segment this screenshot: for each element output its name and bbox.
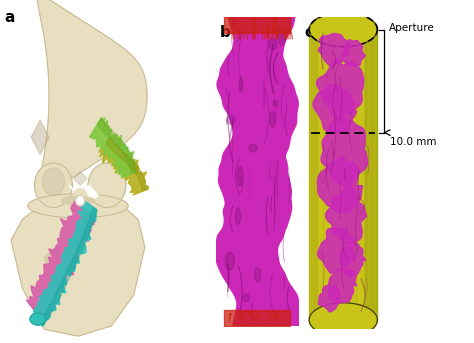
Ellipse shape [237,167,243,186]
Ellipse shape [30,313,46,325]
Polygon shape [319,285,340,312]
Polygon shape [34,201,96,326]
Polygon shape [45,247,63,288]
Polygon shape [328,268,357,303]
Polygon shape [326,186,367,244]
Text: b: b [220,25,231,40]
Ellipse shape [73,189,87,202]
Ellipse shape [88,163,126,208]
Polygon shape [99,137,148,195]
Polygon shape [317,59,364,118]
Polygon shape [309,29,377,320]
Ellipse shape [255,268,261,282]
Polygon shape [39,207,97,327]
Polygon shape [31,120,49,154]
Polygon shape [216,17,299,326]
Ellipse shape [269,39,277,50]
Ellipse shape [249,144,257,152]
Text: 10.0 mm: 10.0 mm [391,137,437,147]
Text: Aperture: Aperture [388,23,434,33]
Polygon shape [318,228,355,274]
Polygon shape [27,201,94,321]
Text: c: c [304,25,313,40]
Polygon shape [38,212,94,323]
Ellipse shape [76,196,85,206]
Polygon shape [342,40,365,66]
Polygon shape [321,116,368,188]
Ellipse shape [239,78,243,92]
Ellipse shape [61,196,95,205]
Ellipse shape [226,116,235,124]
Polygon shape [319,34,350,67]
Polygon shape [309,303,377,337]
Ellipse shape [42,168,64,196]
Ellipse shape [273,100,278,107]
Polygon shape [365,29,377,320]
Polygon shape [69,185,98,202]
Polygon shape [309,29,317,320]
Polygon shape [313,84,356,134]
Ellipse shape [270,111,276,127]
Ellipse shape [225,252,234,270]
Ellipse shape [236,208,241,225]
Polygon shape [97,118,137,174]
Polygon shape [106,137,147,191]
Polygon shape [11,199,145,336]
Ellipse shape [243,294,249,301]
Polygon shape [309,12,377,47]
Polygon shape [37,0,147,197]
Ellipse shape [278,26,286,45]
Polygon shape [90,117,137,177]
Polygon shape [73,172,87,185]
Text: a: a [4,10,15,25]
Polygon shape [318,157,363,213]
Ellipse shape [28,194,128,218]
Ellipse shape [35,163,73,208]
Polygon shape [340,243,365,276]
